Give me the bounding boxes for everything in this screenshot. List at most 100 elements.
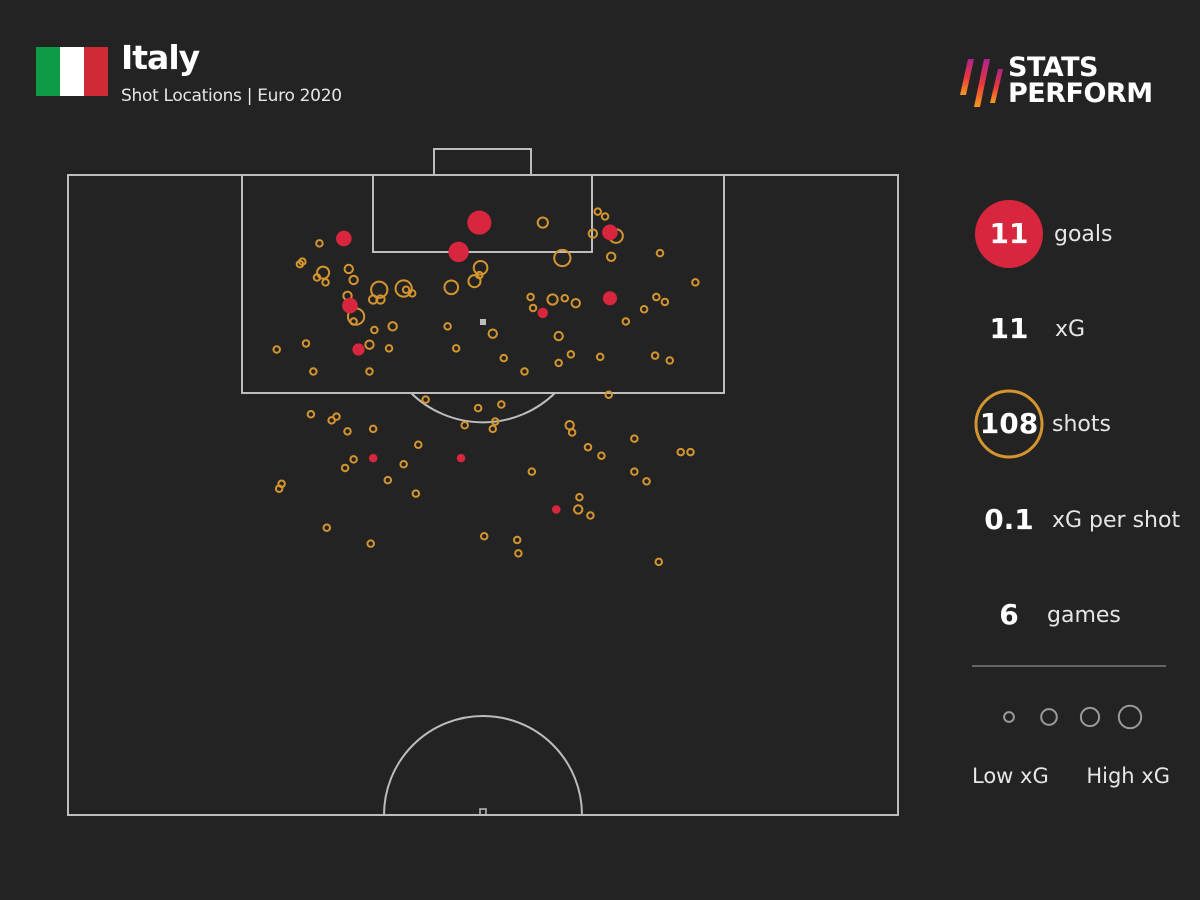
shot-marker: [639, 305, 649, 314]
shots-label: shots: [1052, 412, 1111, 437]
shot-marker: [570, 297, 581, 309]
shot-marker: [567, 428, 577, 437]
shot-marker: [367, 294, 379, 305]
shot-marker: [322, 523, 332, 533]
penalty-spot: [480, 319, 486, 325]
shots-layer: [272, 207, 700, 567]
shot-marker: [383, 475, 393, 485]
shot-marker: [306, 409, 316, 419]
shot-marker: [595, 352, 605, 362]
flag-white: [60, 47, 84, 96]
shot-marker: [473, 403, 483, 413]
shot-marker: [370, 280, 389, 299]
shot-marker: [309, 367, 318, 376]
shot-marker: [604, 390, 613, 399]
penalty-arc: [410, 392, 556, 424]
shot-marker: [301, 339, 311, 348]
shot-marker: [587, 228, 599, 239]
shot-marker: [497, 400, 506, 409]
shot-marker: [554, 358, 563, 368]
shot-marker: [384, 344, 394, 353]
shots-value: 108: [979, 407, 1039, 440]
games-label: games: [1047, 603, 1121, 628]
shot-marker: [421, 395, 430, 404]
legend-size-circle: [1040, 708, 1058, 726]
shot-marker: [370, 325, 379, 335]
shot-marker: [295, 259, 305, 269]
shot-marker: [630, 434, 639, 443]
xg-value: 11: [989, 312, 1029, 345]
xg-per-shot-value: 0.1: [984, 503, 1034, 536]
shot-marker: [443, 279, 460, 296]
goal-shot-marker: [448, 241, 469, 263]
shot-marker: [366, 539, 375, 548]
goal-shot-marker: [602, 224, 618, 241]
shot-marker: [642, 477, 651, 486]
pitch-outline: [67, 174, 899, 816]
shot-marker: [686, 447, 695, 457]
shot-marker: [650, 351, 660, 360]
shot-marker: [443, 322, 452, 331]
shot-marker: [343, 263, 354, 275]
shot-marker: [597, 451, 606, 460]
shot-marker: [348, 274, 359, 286]
shot-marker: [605, 251, 617, 262]
stats-perform-logo: STATS PERFORM: [958, 52, 1158, 110]
logo-line1: STATS: [1008, 52, 1098, 83]
shot-marker: [630, 467, 639, 476]
shot-marker: [546, 293, 559, 306]
shot-marker: [553, 248, 572, 268]
shot-marker: [343, 427, 352, 436]
shot-marker: [553, 330, 564, 342]
page-subtitle: Shot Locations | Euro 2020: [121, 86, 342, 106]
legend-low-label: Low xG: [972, 764, 1049, 788]
shot-marker: [475, 270, 484, 280]
goal: [433, 148, 532, 176]
shot-marker: [487, 328, 498, 339]
shot-marker: [467, 274, 482, 289]
page-title: Italy: [121, 38, 200, 77]
shot-marker: [321, 278, 330, 287]
legend-size-circle: [1003, 711, 1015, 723]
shots-badge: [974, 389, 1044, 459]
shot-marker: [399, 460, 408, 469]
shot-marker: [274, 484, 284, 493]
shot-marker: [564, 420, 575, 431]
shot-marker: [387, 321, 398, 332]
goals-badge: [975, 200, 1043, 268]
goal-shot-marker: [602, 291, 617, 306]
shot-marker: [573, 504, 584, 515]
shot-marker: [414, 440, 423, 450]
shot-marker: [479, 532, 489, 541]
shot-marker: [401, 285, 411, 294]
shot-marker: [451, 344, 461, 353]
center-circle: [383, 715, 583, 816]
legend-high-label: High xG: [1086, 764, 1170, 788]
shot-marker: [528, 303, 538, 313]
shot-marker: [621, 317, 631, 326]
shot-marker: [560, 294, 570, 303]
games-value: 6: [999, 598, 1019, 631]
shot-marker: [520, 367, 529, 376]
legend-size-circle: [1117, 704, 1143, 730]
shot-marker: [340, 463, 350, 473]
shot-marker: [375, 294, 386, 305]
logo-slashes-icon: [960, 59, 1003, 107]
shot-marker: [272, 345, 281, 354]
shot-marker: [526, 292, 535, 302]
pitch-lines: [67, 148, 899, 816]
shot-marker: [368, 424, 378, 434]
shot-marker: [316, 265, 331, 280]
shot-marker: [499, 353, 509, 363]
goal-shot-marker: [537, 307, 548, 319]
shot-marker: [315, 239, 324, 248]
shot-marker: [660, 297, 670, 307]
goal-shot-marker: [467, 210, 492, 235]
goal-shot-marker: [456, 453, 466, 463]
shot-marker: [665, 356, 675, 365]
flag-green: [36, 47, 60, 96]
shot-marker: [586, 511, 595, 520]
xg-label: xG: [1055, 317, 1086, 342]
shot-marker: [593, 207, 602, 216]
